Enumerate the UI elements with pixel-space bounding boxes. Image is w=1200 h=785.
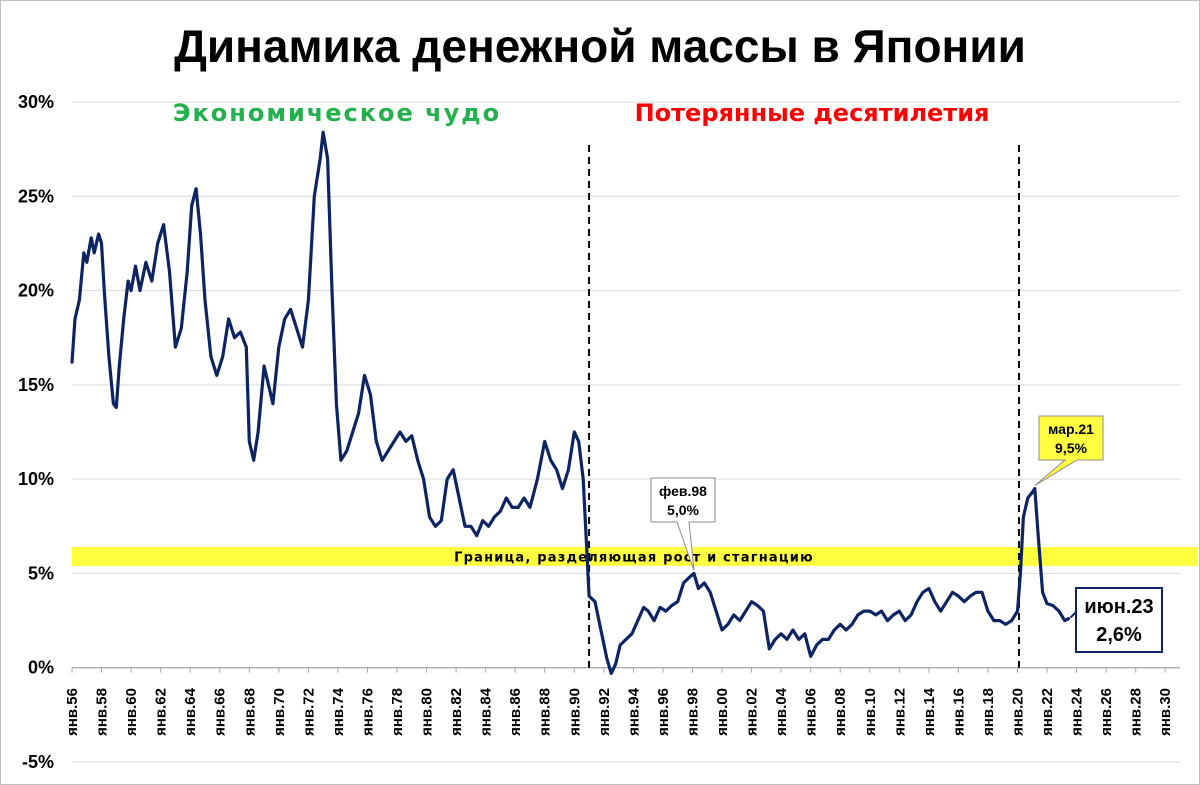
callout-box [1075, 587, 1163, 653]
callout-box [1034, 415, 1104, 486]
y-tick-label: 30% [18, 92, 54, 112]
y-tick-label: 15% [18, 375, 54, 395]
x-tick-label: янв.66 [212, 688, 229, 736]
x-tick-label: янв.78 [389, 688, 406, 736]
x-tick-label: янв.80 [419, 688, 436, 736]
x-tick-label: янв.98 [684, 688, 701, 736]
callout-value: 5,0% [667, 502, 699, 518]
x-tick-label: янв.14 [921, 687, 938, 736]
x-tick-label: янв.20 [1009, 688, 1026, 736]
callout-box [650, 477, 716, 571]
annotations: фев.98 5,0% мар.21 9,5% июн.23 2,6% [650, 415, 1163, 653]
x-tick-label: янв.72 [300, 688, 317, 736]
x-tick-label: янв.88 [537, 688, 554, 736]
y-tick-label: 10% [18, 469, 54, 489]
x-tick-label: янв.10 [862, 688, 879, 736]
x-tick-label: янв.84 [478, 687, 495, 736]
x-tick-label: янв.60 [123, 688, 140, 736]
callout-date: июн.23 [1084, 596, 1153, 618]
x-tick-label: янв.56 [64, 688, 81, 736]
stagnation-band-label: Граница, разделяющая рост и стагнацию [454, 550, 814, 565]
callout-value: 2,6% [1096, 624, 1142, 646]
series-layer [70, 130, 1071, 675]
callout-mar21: мар.21 9,5% [1034, 415, 1104, 486]
x-tick-label: янв.90 [566, 688, 583, 736]
x-tick-label: янв.82 [448, 688, 465, 736]
y-tick-label: -5% [22, 752, 54, 772]
x-tick-label: янв.28 [1128, 688, 1145, 736]
x-tick-label: янв.18 [980, 688, 997, 736]
y-axis-ticks: 30% 25% 20% 15% 10% 5% 0% -5% [18, 92, 54, 772]
era-label-economic-miracle: Экономическое чудо [173, 99, 501, 127]
callout-feb98: фев.98 5,0% [650, 477, 716, 571]
x-tick-label: янв.96 [655, 688, 672, 736]
money-supply-line [70, 130, 1071, 675]
grid-lines [72, 101, 1180, 763]
y-tick-label: 25% [18, 186, 54, 206]
x-tick-label: янв.92 [596, 688, 613, 736]
x-tick-label: янв.04 [773, 687, 790, 736]
x-tick-label: янв.06 [803, 688, 820, 736]
chart-title: Динамика денежной массы в Японии [174, 20, 1026, 72]
x-tick-label: янв.30 [1157, 688, 1174, 736]
x-tick-label: янв.22 [1039, 688, 1056, 736]
x-tick-label: янв.58 [94, 688, 111, 736]
callout-value: 9,5% [1055, 440, 1087, 456]
x-tick-label: янв.70 [271, 688, 288, 736]
stagnation-band-rect [72, 547, 1198, 566]
callout-date: фев.98 [659, 483, 707, 499]
x-tick-label: янв.68 [241, 688, 258, 736]
x-tick-label: янв.24 [1069, 687, 1086, 736]
x-tick-label: янв.62 [153, 688, 170, 736]
x-tick-label: янв.08 [832, 688, 849, 736]
x-tick-label: янв.00 [714, 688, 731, 736]
x-axis-ticks: янв.56 янв.58 янв.60 янв.62 янв.64 янв.66 янв.… [64, 667, 1174, 736]
stagnation-band: Граница, разделяющая рост и стагнацию [72, 547, 1198, 566]
x-tick-label: янв.02 [744, 688, 761, 736]
x-tick-label: янв.16 [950, 688, 967, 736]
y-tick-label: 20% [18, 281, 54, 301]
x-tick-label: янв.26 [1098, 688, 1115, 736]
callout-date: мар.21 [1048, 421, 1094, 437]
x-tick-label: янв.94 [625, 687, 642, 736]
y-tick-label: 5% [28, 563, 54, 583]
callout-jun23: июн.23 2,6% [1069, 587, 1163, 653]
x-tick-label: янв.12 [891, 688, 908, 736]
era-label-lost-decades: Потерянные десятилетия [635, 99, 990, 127]
x-tick-label: янв.86 [507, 688, 524, 736]
x-tick-label: янв.74 [330, 687, 347, 736]
x-tick-label: янв.64 [182, 687, 199, 736]
x-tick-label: янв.76 [359, 688, 376, 736]
y-tick-label: 0% [28, 658, 54, 678]
